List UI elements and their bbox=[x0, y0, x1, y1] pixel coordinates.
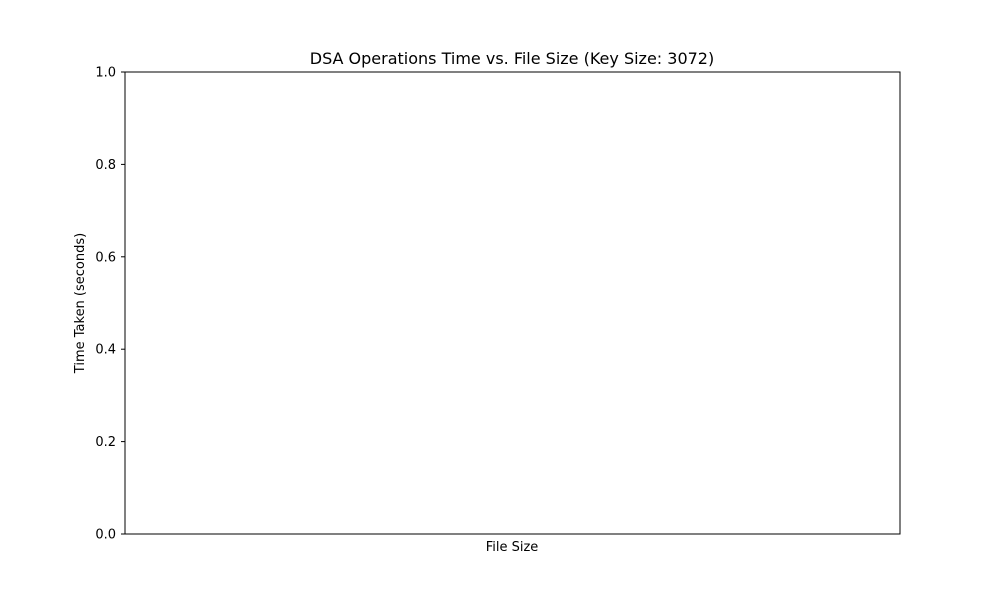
y-tick-label: 0.4 bbox=[95, 343, 116, 358]
y-axis-ticks: 0.0 0.2 0.4 0.6 0.8 1.0 bbox=[95, 66, 125, 543]
plot-area bbox=[124, 71, 901, 535]
y-tick-label: 0.0 bbox=[95, 528, 116, 543]
y-axis-label: Time Taken (seconds) bbox=[73, 233, 88, 374]
y-tick-label: 0.6 bbox=[95, 250, 116, 265]
chart-title: DSA Operations Time vs. File Size (Key S… bbox=[310, 49, 714, 68]
y-tick-label: 1.0 bbox=[95, 66, 116, 81]
y-tick-label: 0.2 bbox=[95, 435, 116, 450]
y-tick-label: 0.8 bbox=[95, 158, 116, 173]
x-axis-label: File Size bbox=[486, 540, 539, 555]
